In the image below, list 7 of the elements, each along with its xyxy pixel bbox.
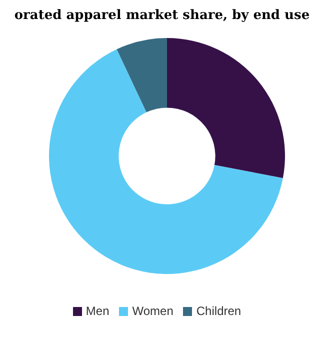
donut-slice [167,38,285,178]
legend-label: Men [86,304,110,318]
donut-slice [49,49,283,274]
legend-label: Children [196,304,242,318]
legend-label: Women [132,304,174,318]
chart-title: orated apparel market share, by end use [13,8,311,23]
donut-slice [116,38,167,112]
